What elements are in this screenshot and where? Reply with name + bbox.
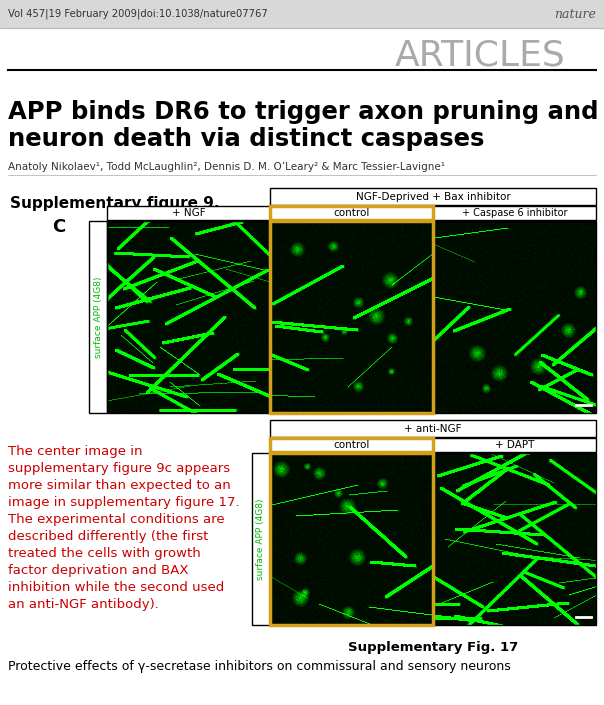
- Text: + Caspase 6 inhibitor: + Caspase 6 inhibitor: [461, 208, 567, 218]
- Text: Anatoly Nikolaev¹, Todd McLaughlin², Dennis D. M. O’Leary² & Marc Tessier-Lavign: Anatoly Nikolaev¹, Todd McLaughlin², Den…: [8, 162, 445, 172]
- Text: + anti-NGF: + anti-NGF: [404, 424, 461, 434]
- Text: surface APP (4G8): surface APP (4G8): [257, 498, 266, 580]
- Bar: [270, 188, 596, 205]
- Text: Supplementary figure 9.: Supplementary figure 9.: [10, 196, 219, 211]
- Bar: [270, 438, 433, 452]
- Bar: [107, 221, 270, 413]
- Bar: [0, 0, 604, 28]
- Text: Supplementary Fig. 17: Supplementary Fig. 17: [348, 641, 518, 654]
- Text: control: control: [333, 208, 370, 218]
- Bar: [433, 206, 596, 220]
- Bar: [433, 453, 596, 625]
- Bar: [270, 453, 433, 625]
- Text: supplementary figure 9c appears: supplementary figure 9c appears: [8, 462, 230, 475]
- Text: more similar than expected to an: more similar than expected to an: [8, 479, 231, 492]
- Text: + NGF: + NGF: [172, 208, 205, 218]
- Text: control: control: [333, 440, 370, 450]
- Text: APP binds DR6 to trigger axon pruning and: APP binds DR6 to trigger axon pruning an…: [8, 100, 599, 124]
- Text: an anti-NGF antibody).: an anti-NGF antibody).: [8, 598, 159, 611]
- Text: ARTICLES: ARTICLES: [394, 38, 565, 72]
- Bar: [270, 206, 433, 220]
- Text: Vol 457|19 February 2009|doi:10.1038/nature07767: Vol 457|19 February 2009|doi:10.1038/nat…: [8, 8, 268, 19]
- Text: image in supplementary figure 17.: image in supplementary figure 17.: [8, 496, 240, 509]
- Bar: [270, 420, 596, 437]
- Bar: [270, 221, 433, 413]
- Bar: [252, 453, 270, 625]
- Text: The center image in: The center image in: [8, 445, 143, 458]
- Text: The experimental conditions are: The experimental conditions are: [8, 513, 225, 526]
- Text: factor deprivation and BAX: factor deprivation and BAX: [8, 564, 188, 577]
- Text: described differently (the first: described differently (the first: [8, 530, 208, 543]
- Text: NGF-Deprived + Bax inhibitor: NGF-Deprived + Bax inhibitor: [356, 192, 510, 202]
- Bar: [433, 221, 596, 413]
- Text: treated the cells with growth: treated the cells with growth: [8, 547, 201, 560]
- Text: + DAPT: + DAPT: [495, 440, 534, 450]
- Bar: [433, 438, 596, 452]
- Text: nature: nature: [554, 8, 596, 20]
- Text: neuron death via distinct caspases: neuron death via distinct caspases: [8, 127, 484, 151]
- Text: inhibition while the second used: inhibition while the second used: [8, 581, 224, 594]
- Text: C: C: [52, 218, 65, 236]
- Text: surface APP (4G8): surface APP (4G8): [94, 276, 103, 357]
- Bar: [107, 206, 270, 220]
- Bar: [89, 221, 107, 413]
- Text: Protective effects of γ-secretase inhibitors on commissural and sensory neurons: Protective effects of γ-secretase inhibi…: [8, 660, 511, 673]
